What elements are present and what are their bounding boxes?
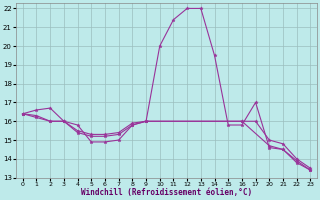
X-axis label: Windchill (Refroidissement éolien,°C): Windchill (Refroidissement éolien,°C) (81, 188, 252, 197)
